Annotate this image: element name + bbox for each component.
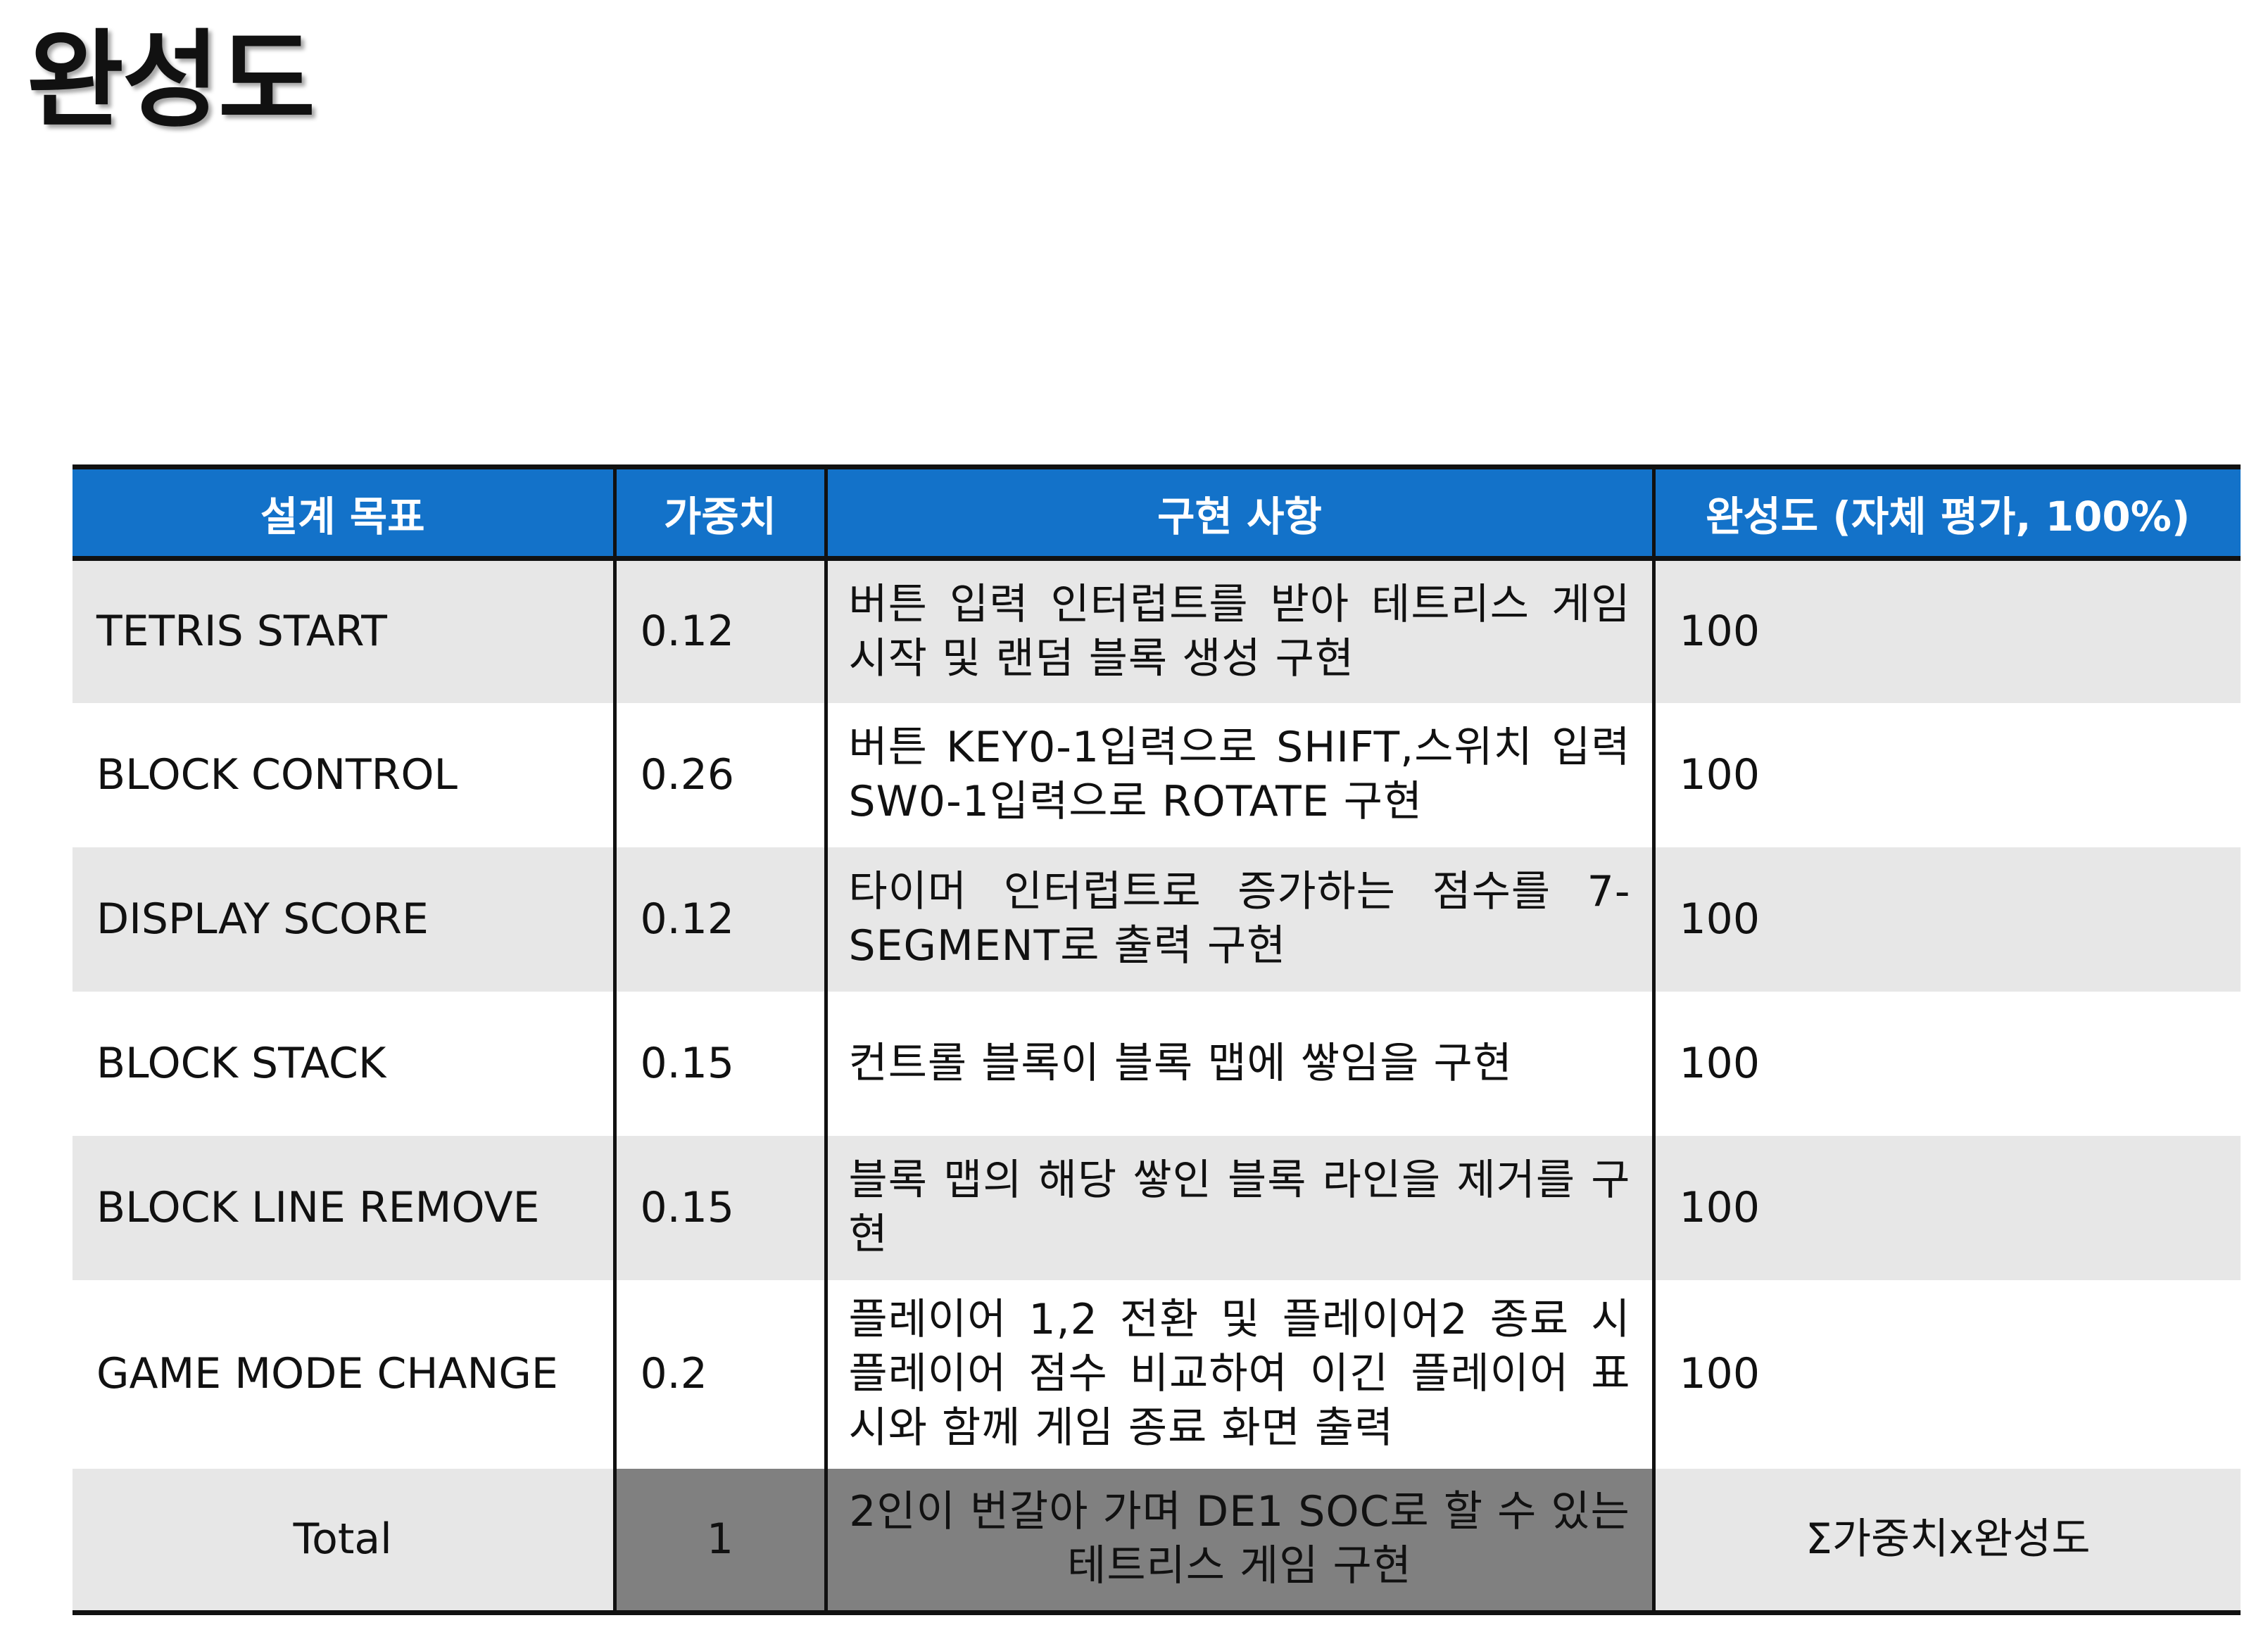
completion-table: 설계 목표 가중치 구현 사항 완성도 (자체 평가, 100%) TETRIS… [73, 464, 2241, 1615]
description-cell: 버튼 입력 인터럽트를 받아 테트리스 게임 시작 및 랜덤 블록 생성 구현 [824, 558, 1656, 703]
description-cell: 플레이어 1,2 전환 및 플레이어2 종료 시 플레이어 점수 비교하여 이긴… [824, 1279, 1656, 1469]
description-cell: 컨트롤 블록이 블록 맵에 쌓임을 구현 [824, 991, 1656, 1136]
header-completion: 완성도 (자체 평가, 100%) [1651, 464, 2241, 561]
goal-cell: DISPLAY SCORE [73, 847, 617, 992]
completion-cell: 100 [1651, 558, 2241, 703]
goal-cell: GAME MODE CHANGE [73, 1279, 617, 1469]
goal-cell: BLOCK CONTROL [73, 702, 617, 847]
weight-cell: 0.15 [612, 1135, 828, 1280]
table-row: DISPLAY SCORE 0.12 타이머 인터럽트로 증가하는 점수를 7-… [73, 847, 2241, 992]
description-cell: 버튼 KEY0-1입력으로 SHIFT,스위치 입력 SW0-1입력으로 ROT… [824, 702, 1656, 847]
header-weight: 가중치 [612, 464, 828, 561]
completion-cell: 100 [1651, 847, 2241, 992]
header-design-goal: 설계 목표 [73, 464, 617, 561]
table-header: 설계 목표 가중치 구현 사항 완성도 (자체 평가, 100%) [73, 464, 2241, 561]
description-cell: 블록 맵의 해당 쌓인 블록 라인을 제거를 구현 [824, 1135, 1656, 1280]
weight-cell: 0.2 [612, 1279, 828, 1469]
completion-table-container: 설계 목표 가중치 구현 사항 완성도 (자체 평가, 100%) TETRIS… [73, 464, 2241, 1615]
completion-cell: 100 [1651, 991, 2241, 1136]
goal-cell: BLOCK LINE REMOVE [73, 1135, 617, 1280]
table-row: TETRIS START 0.12 버튼 입력 인터럽트를 받아 테트리스 게임… [73, 558, 2241, 703]
goal-cell: TETRIS START [73, 558, 617, 703]
description-cell: 타이머 인터럽트로 증가하는 점수를 7-SEGMENT로 출력 구현 [824, 847, 1656, 992]
table-row: BLOCK LINE REMOVE 0.15 블록 맵의 해당 쌓인 블록 라인… [73, 1135, 2241, 1280]
table-row: BLOCK CONTROL 0.26 버튼 KEY0-1입력으로 SHIFT,스… [73, 702, 2241, 847]
weight-cell: 0.12 [612, 847, 828, 992]
table-row: GAME MODE CHANGE 0.2 플레이어 1,2 전환 및 플레이어2… [73, 1279, 2241, 1469]
weight-cell: 0.12 [612, 558, 828, 703]
weight-cell: 0.26 [612, 702, 828, 847]
table-row: BLOCK STACK 0.15 컨트롤 블록이 블록 맵에 쌓임을 구현 10… [73, 991, 2241, 1136]
total-label-cell: Total [73, 1468, 617, 1615]
completion-cell: 100 [1651, 1279, 2241, 1469]
total-weight-cell: 1 [612, 1468, 828, 1615]
completion-cell: 100 [1651, 1135, 2241, 1280]
completion-cell: 100 [1651, 702, 2241, 847]
total-row: Total 1 2인이 번갈아 가며 DE1 SOC로 할 수 있는 테트리스 … [73, 1468, 2241, 1615]
page-title: 완성도 [27, 20, 315, 142]
total-description-cell: 2인이 번갈아 가며 DE1 SOC로 할 수 있는 테트리스 게임 구현 [824, 1468, 1656, 1615]
goal-cell: BLOCK STACK [73, 991, 617, 1136]
header-row: 설계 목표 가중치 구현 사항 완성도 (자체 평가, 100%) [73, 464, 2241, 561]
weight-cell: 0.15 [612, 991, 828, 1136]
total-completion-cell: Σ가중치x완성도 [1651, 1468, 2241, 1615]
header-implementation: 구현 사항 [824, 464, 1656, 561]
table-body: TETRIS START 0.12 버튼 입력 인터럽트를 받아 테트리스 게임… [73, 558, 2241, 1615]
